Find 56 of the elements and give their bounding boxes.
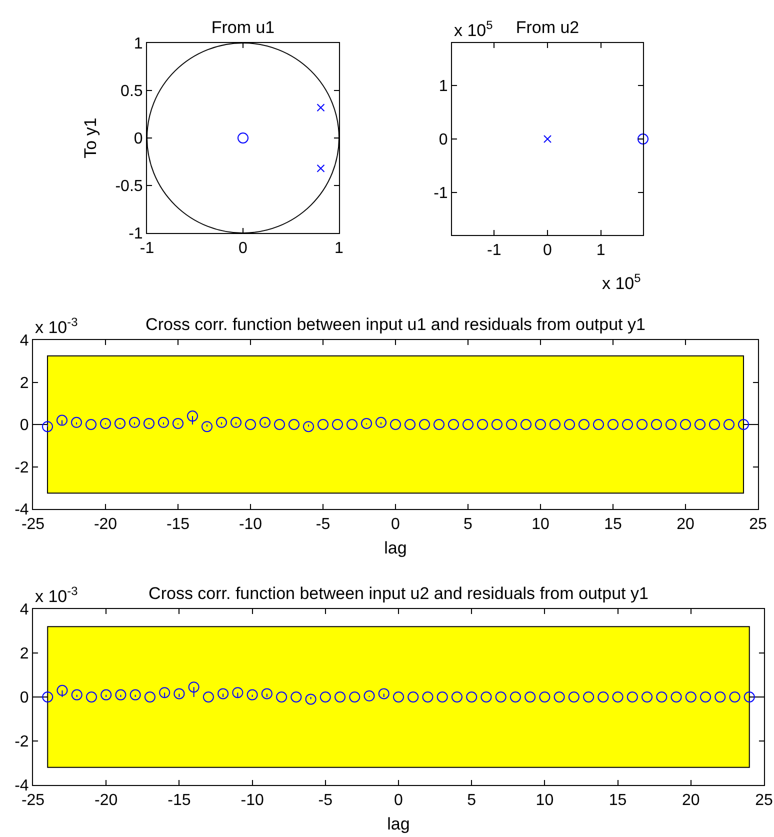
x-tick-label: 15 [604, 516, 622, 534]
y-tick-label: -0.5 [115, 178, 143, 196]
x-tick-label: 25 [749, 516, 767, 534]
chart-title: Cross corr. function between input u2 and residuals from output y1 [148, 584, 648, 603]
x-tick-label: 5 [464, 516, 473, 534]
y-tick-label: 1 [134, 36, 143, 53]
x-tick-label: 10 [536, 792, 554, 810]
x-tick-label: 0 [543, 242, 552, 260]
y-tick-label: -4 [14, 778, 29, 795]
x-tick-label: -10 [240, 792, 264, 810]
x-tick-label: 10 [532, 516, 550, 534]
y-tick-label: 4 [20, 602, 29, 619]
x-tick-label: -20 [94, 792, 118, 810]
y-tick-label: 0 [438, 132, 448, 149]
chart-title: From u2 [516, 18, 580, 37]
x-tick-label: -15 [166, 516, 190, 534]
x-tick-label: 15 [608, 792, 627, 810]
x-tick-label: -15 [168, 792, 191, 810]
x-tick-label: 1 [334, 240, 344, 258]
x-tick-label: 0 [238, 240, 248, 258]
y-tick-label: 2 [20, 374, 29, 392]
x-tick-label: -5 [318, 792, 333, 810]
x-axis-title: lag [384, 538, 407, 558]
x-tick-label: 25 [755, 792, 773, 810]
y-tick-label: 1 [438, 78, 448, 95]
x-tick-label: 20 [676, 516, 694, 534]
y-tick-label: 0.5 [120, 83, 143, 100]
x-tick-label: 0 [394, 792, 404, 810]
x-tick-label: 20 [682, 792, 700, 810]
x-tick-label: -20 [94, 516, 118, 534]
x-tick-label: -10 [238, 516, 262, 534]
x-tick-label: -1 [487, 242, 502, 260]
text: x 10$^{5}$ [602, 271, 642, 294]
y-tick-label: -2 [14, 734, 29, 751]
text: x 10$^{-3}$ [35, 584, 78, 606]
x-tick-label: 0 [391, 516, 400, 534]
y-axis-title: To y1 [80, 118, 100, 158]
y-tick-label: -2 [14, 459, 29, 476]
text: x 10$^{5}$ [454, 18, 494, 40]
text: x 10$^{-3}$ [35, 315, 78, 338]
y-tick-label: 0 [134, 130, 143, 148]
y-tick-label: 4 [20, 332, 29, 350]
x-tick-label: -25 [21, 792, 45, 810]
y-tick-label: 0 [20, 690, 29, 707]
y-tick-label: -1 [434, 185, 448, 202]
x-tick-label: 1 [596, 242, 606, 260]
x-tick-label: -5 [316, 516, 330, 534]
x-tick-label: 5 [467, 792, 476, 810]
y-tick-label: -1 [128, 226, 143, 243]
x-axis-title: lag [387, 814, 410, 834]
y-tick-label: 2 [20, 646, 29, 663]
chart-title: From u1 [211, 18, 275, 37]
y-tick-label: 0 [20, 417, 29, 434]
y-tick-label: -4 [14, 502, 29, 519]
x-tick-label: -25 [21, 516, 45, 534]
chart-title: Cross corr. function between input u1 and residuals from output y1 [146, 315, 646, 334]
